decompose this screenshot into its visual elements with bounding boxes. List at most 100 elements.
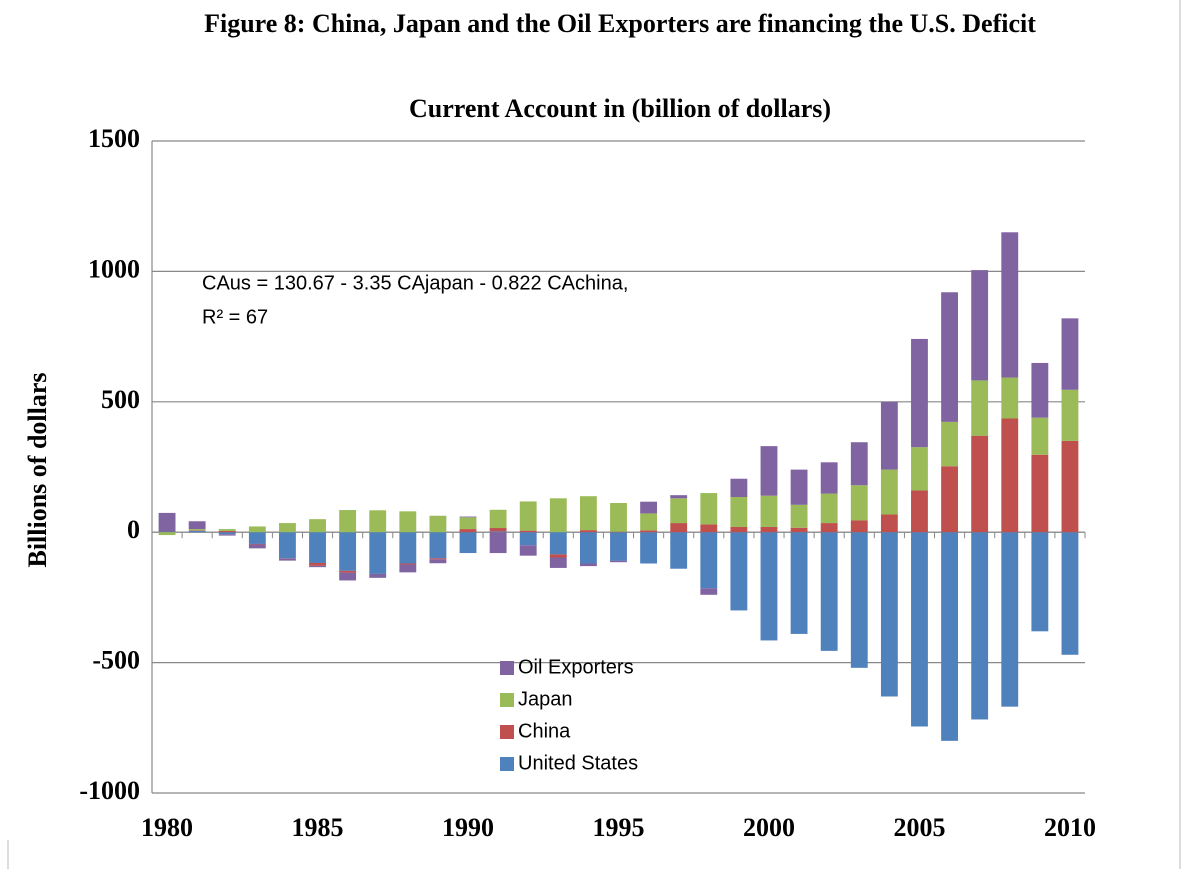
bar	[1061, 389, 1079, 441]
bar	[188, 530, 206, 531]
bar	[279, 558, 296, 561]
bar	[640, 530, 658, 533]
bar	[760, 446, 778, 496]
legend-swatch	[500, 725, 514, 739]
y-tick-label: -1000	[79, 776, 140, 805]
bar	[911, 447, 928, 491]
bar	[549, 498, 567, 533]
bar	[188, 521, 206, 530]
bar	[820, 462, 838, 494]
annotation: CAus = 130.67 - 3.35 CAjapan - 0.822 CAc…	[202, 272, 628, 294]
legend-label: United States	[518, 752, 638, 774]
bar	[850, 520, 868, 533]
bar	[339, 510, 357, 533]
bar	[971, 270, 989, 381]
bar	[730, 496, 748, 527]
bar	[850, 485, 868, 521]
bar	[610, 502, 627, 532]
bar	[519, 545, 537, 556]
bar	[1061, 318, 1079, 390]
bar	[339, 532, 357, 571]
bar	[850, 532, 868, 668]
bar	[339, 572, 357, 581]
legend-label: Oil Exporters	[518, 656, 634, 678]
bar	[700, 524, 718, 533]
bar	[369, 573, 387, 578]
bar	[880, 401, 898, 470]
bar	[971, 380, 989, 436]
bar	[640, 532, 658, 564]
bar	[670, 523, 688, 533]
bar	[610, 532, 627, 561]
legend-swatch	[500, 757, 514, 771]
bar	[579, 563, 597, 567]
bar	[549, 557, 567, 568]
bar	[700, 493, 718, 525]
bar	[730, 532, 748, 611]
x-tick-label: 2000	[743, 813, 795, 842]
bar	[790, 527, 808, 533]
bar	[158, 512, 176, 532]
bar	[1061, 532, 1079, 655]
bar	[459, 517, 477, 530]
bar	[399, 532, 417, 564]
bar	[309, 519, 326, 533]
bar	[549, 532, 567, 555]
bar	[941, 292, 958, 422]
chart-title: Figure 8: China, Japan and the Oil Expor…	[204, 9, 1036, 38]
bar	[971, 435, 989, 533]
bar	[971, 532, 989, 720]
y-tick-label: 1000	[88, 254, 140, 283]
x-tick-label: 1980	[141, 813, 193, 842]
bar	[730, 526, 748, 533]
bar	[489, 528, 507, 532]
bar	[700, 532, 718, 589]
y-tick-label: 1500	[88, 124, 140, 153]
bar	[218, 529, 236, 531]
bar	[941, 532, 958, 741]
bar	[519, 501, 537, 531]
bar	[369, 532, 387, 574]
bar	[700, 588, 718, 595]
y-axis-label: Billions of dollars	[23, 372, 52, 567]
bar	[941, 466, 958, 533]
legend-swatch	[500, 661, 514, 675]
bar	[790, 532, 808, 634]
bar	[519, 532, 537, 546]
bar	[429, 559, 447, 564]
bar	[820, 493, 838, 524]
bar	[760, 526, 778, 533]
bar	[850, 442, 868, 486]
y-tick-label: 0	[127, 515, 140, 544]
bar	[459, 529, 477, 533]
bar	[880, 514, 898, 533]
bar	[218, 532, 236, 535]
bar	[820, 532, 838, 651]
bar	[1031, 454, 1049, 533]
bar	[459, 516, 477, 518]
bar	[399, 511, 417, 533]
bar	[489, 531, 507, 533]
bar	[670, 498, 688, 524]
bar	[911, 338, 928, 448]
x-tick-label: 1985	[292, 813, 344, 842]
bar	[880, 469, 898, 515]
bar	[730, 478, 748, 497]
legend-swatch	[500, 693, 514, 707]
bar	[399, 563, 417, 565]
legend-label: Japan	[518, 688, 573, 710]
bar	[339, 570, 357, 573]
bar	[549, 554, 567, 558]
bar	[279, 532, 296, 559]
bar	[579, 532, 597, 564]
bar	[429, 558, 447, 560]
bar	[459, 532, 477, 554]
bar	[640, 513, 658, 531]
bar	[911, 532, 928, 727]
bar	[1061, 440, 1079, 533]
bar	[760, 495, 778, 527]
bar	[369, 510, 387, 533]
bar	[248, 543, 266, 545]
bar	[309, 562, 326, 566]
